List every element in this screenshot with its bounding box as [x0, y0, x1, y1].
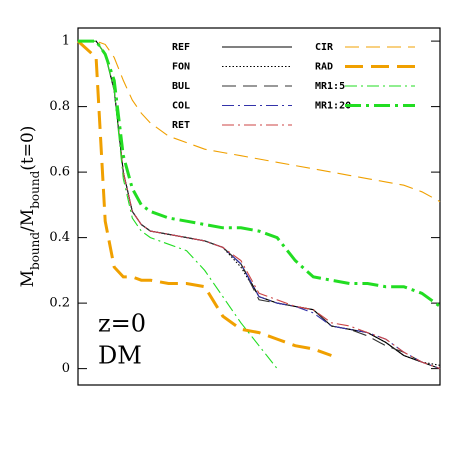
- legend-label: MR1:5: [315, 81, 345, 92]
- series-line: [78, 40, 278, 369]
- legend-label: RAD: [315, 62, 333, 73]
- y-tick-label: 0.2: [49, 296, 70, 311]
- legend-label: BUL: [172, 81, 190, 92]
- y-label-part: M: [18, 270, 38, 287]
- series-line: [76, 39, 332, 357]
- y-label-part: /M: [18, 209, 38, 232]
- plot-frame: [77, 27, 441, 386]
- series-line: [78, 39, 441, 308]
- legend-label: RET: [172, 120, 190, 131]
- y-axis-label: Mbound/Mbound(t=0): [18, 126, 42, 288]
- annotation: DM: [98, 342, 142, 370]
- legend-label: MR1:20: [315, 101, 351, 112]
- y-tick-label: 0: [62, 361, 70, 376]
- y-tick-label: 1: [62, 34, 70, 49]
- series-line: [78, 40, 441, 203]
- legend-label: FON: [172, 62, 190, 73]
- annotation: z=0: [98, 310, 146, 338]
- series-line: [78, 40, 441, 366]
- y-tick-label: 0.4: [49, 230, 70, 245]
- y-label-part: bound: [28, 170, 42, 208]
- y-tick-label: 0.6: [49, 165, 70, 180]
- series-line: [78, 40, 441, 370]
- y-tick-label: 0.8: [49, 99, 70, 114]
- y-label-part: (t=0): [18, 126, 38, 171]
- legend-label: CIR: [315, 42, 334, 53]
- legend-label: COL: [172, 101, 190, 112]
- y-label-part: bound: [28, 232, 42, 270]
- legend-label: REF: [172, 42, 190, 53]
